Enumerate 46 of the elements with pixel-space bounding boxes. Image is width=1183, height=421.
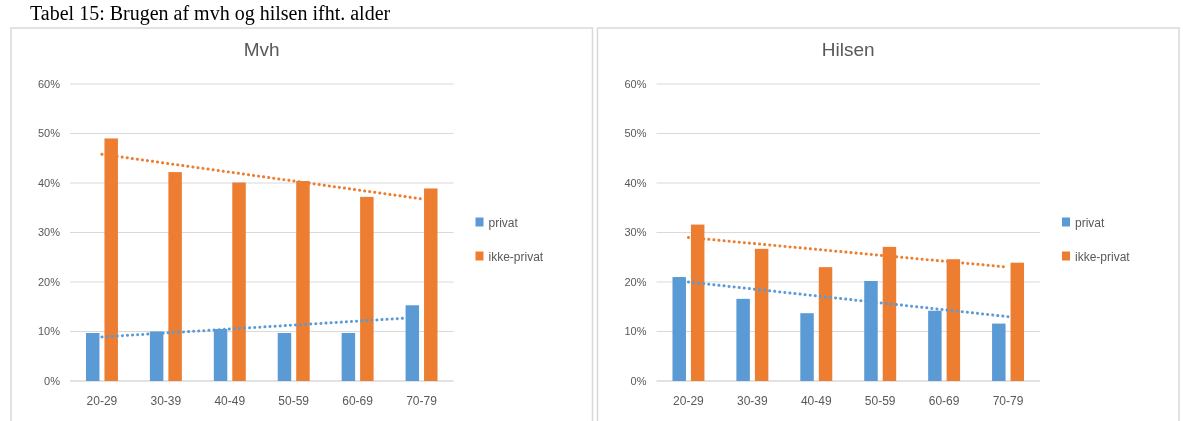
y-tick-label: 50% <box>624 127 647 140</box>
bar <box>800 313 814 381</box>
x-tick-label: 20-29 <box>673 394 705 408</box>
x-tick-label: 40-49 <box>800 394 832 408</box>
y-tick-label: 30% <box>37 226 61 239</box>
bar <box>992 323 1006 381</box>
bar <box>168 172 182 381</box>
bar <box>341 332 356 381</box>
bar <box>85 332 100 381</box>
y-tick-label: 60% <box>37 77 61 90</box>
bar <box>360 196 374 381</box>
x-tick-label: 60-69 <box>928 394 960 408</box>
x-tick-label: 60-69 <box>342 394 374 408</box>
x-tick-label: 70-79 <box>992 394 1024 408</box>
y-tick-label: 0% <box>630 374 647 387</box>
bar <box>424 188 438 381</box>
y-tick-label: 10% <box>624 325 647 338</box>
x-tick-label: 50-59 <box>278 394 310 408</box>
x-tick-label: 40-49 <box>214 394 246 408</box>
y-tick-label: 50% <box>37 127 61 140</box>
chart-title: Hilsen <box>821 39 875 60</box>
text: Tabel 15: Brugen af mvh og hilsen ifht. alder <box>30 2 391 25</box>
bar <box>754 248 769 381</box>
y-tick-label: 0% <box>44 374 61 387</box>
y-tick-label: 60% <box>624 77 647 90</box>
x-tick-label: 30-39 <box>737 394 769 408</box>
legend-label: privat <box>1075 215 1106 230</box>
bar <box>736 298 750 381</box>
bar <box>232 182 246 381</box>
legend-label: ikke-privat <box>488 249 544 264</box>
x-tick-label: 30-39 <box>150 394 182 408</box>
bar <box>818 267 833 381</box>
y-tick-label: 40% <box>624 176 647 189</box>
bar <box>1010 262 1025 381</box>
x-tick-label: 70-79 <box>406 394 438 408</box>
chart-title: Mvh <box>243 39 280 60</box>
x-tick-label: 20-29 <box>86 394 118 408</box>
legend-label: ikke-privat <box>1075 249 1131 264</box>
y-tick-label: 10% <box>37 325 61 338</box>
bar <box>277 332 292 381</box>
y-tick-label: 30% <box>624 226 647 239</box>
y-tick-label: 20% <box>624 275 647 288</box>
legend-label: privat <box>488 215 519 230</box>
y-tick-label: 40% <box>37 176 61 189</box>
y-tick-label: 20% <box>37 275 61 288</box>
x-tick-label: 50-59 <box>864 394 896 408</box>
